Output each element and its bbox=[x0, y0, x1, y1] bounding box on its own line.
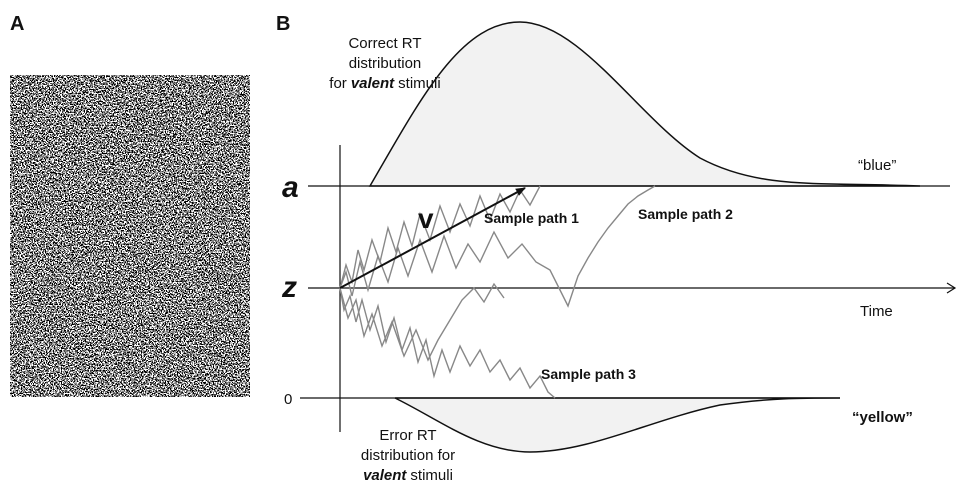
sample-path bbox=[340, 288, 555, 398]
label-part: for bbox=[329, 75, 347, 92]
lower-response-label: “yellow” bbox=[852, 409, 913, 426]
error-rt-distribution bbox=[395, 398, 840, 452]
label-part: stimuli bbox=[410, 467, 453, 484]
label-emphasis: valent bbox=[351, 75, 395, 92]
zero-label: 0 bbox=[284, 391, 292, 408]
sample-path bbox=[340, 284, 504, 360]
figure: A B Correct RT distribution forvalentsti… bbox=[0, 0, 957, 486]
noise-stimulus bbox=[10, 75, 250, 397]
correct-rt-label: distribution bbox=[349, 55, 422, 72]
correct-rt-distribution bbox=[370, 22, 920, 186]
correct-rt-label: Correct RT bbox=[348, 35, 421, 52]
time-label: Time bbox=[860, 303, 893, 320]
sample-path-label: Sample path 1 bbox=[484, 210, 579, 226]
label-part: stimuli bbox=[398, 75, 441, 92]
panel-label: B bbox=[276, 13, 290, 35]
panel-label: A bbox=[10, 13, 24, 35]
error-rt-label: Error RT bbox=[379, 427, 436, 444]
error-rt-label: distribution for bbox=[361, 447, 455, 464]
boundary-label: a bbox=[282, 171, 299, 204]
label-emphasis: valent bbox=[363, 467, 407, 484]
drift-label: v bbox=[418, 203, 434, 234]
sample-path-label: Sample path 2 bbox=[638, 206, 733, 222]
upper-response-label: “blue” bbox=[858, 157, 896, 174]
sample-path-label: Sample path 3 bbox=[541, 366, 636, 382]
start-point-label: z bbox=[281, 271, 297, 304]
